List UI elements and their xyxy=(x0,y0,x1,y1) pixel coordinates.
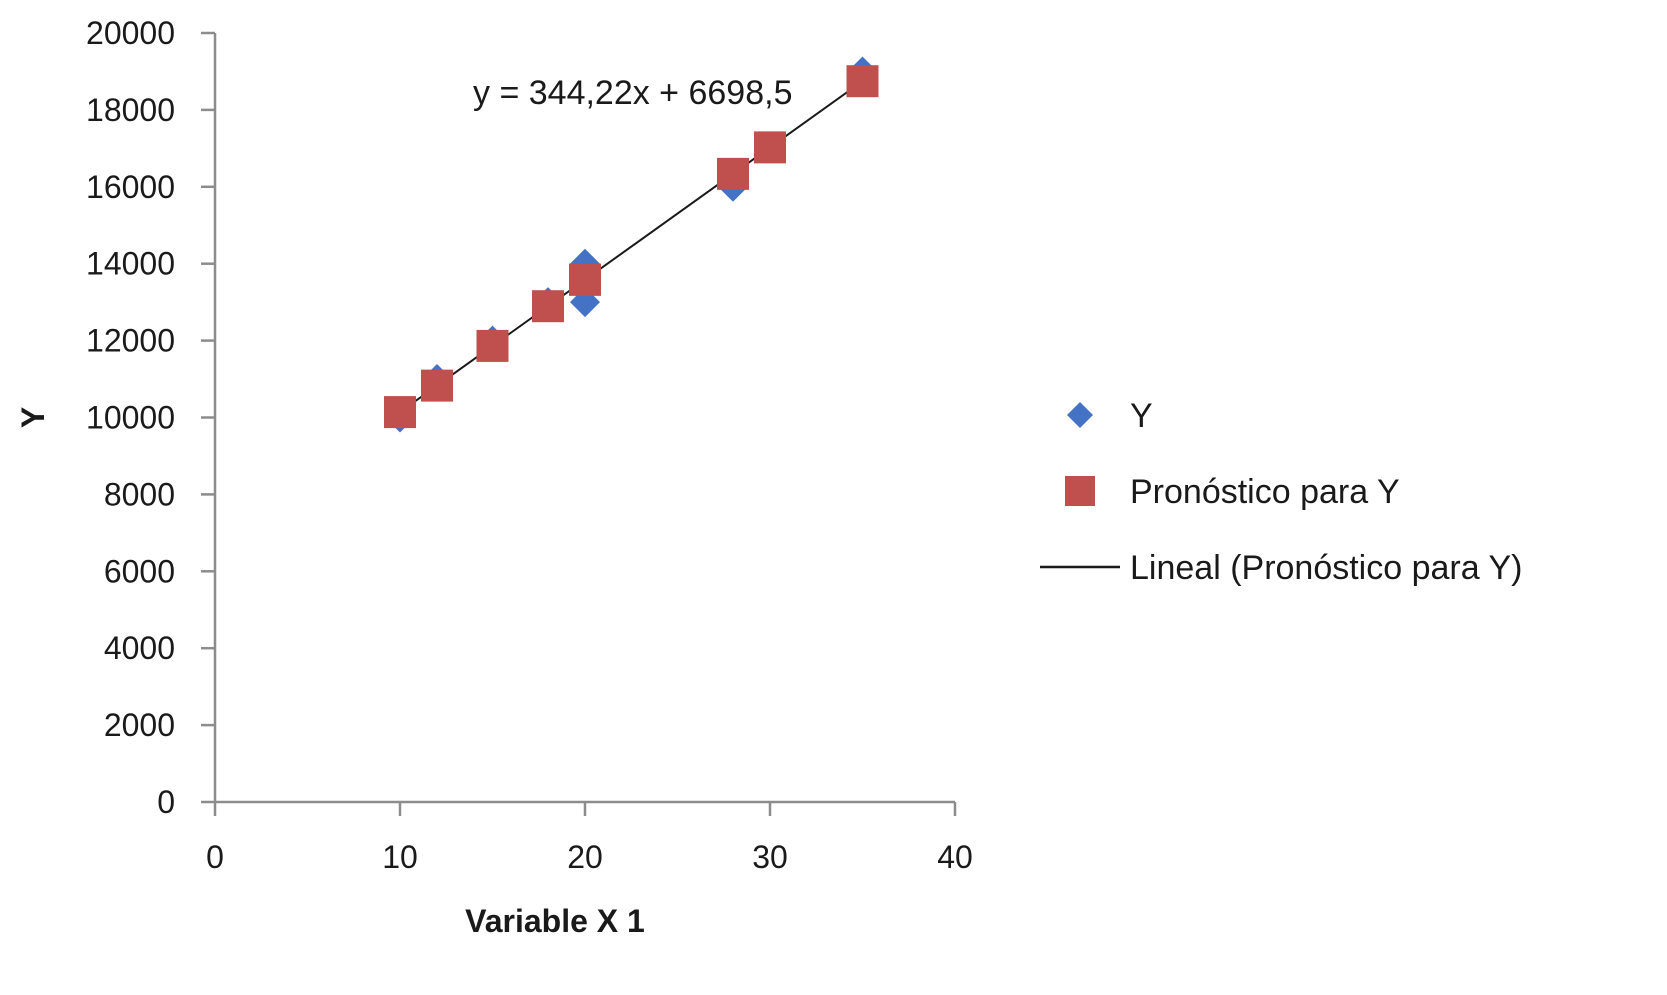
x-tick-label: 40 xyxy=(937,839,973,875)
y-axis-title: Y xyxy=(15,407,51,428)
data-point-square xyxy=(421,369,453,402)
x-tick-label: 20 xyxy=(567,839,603,875)
trendline-line xyxy=(399,80,864,413)
data-series xyxy=(384,56,879,433)
y-tick-label: 0 xyxy=(157,784,175,820)
data-point-square xyxy=(754,131,786,164)
trendline xyxy=(399,80,864,413)
y-tick-label: 10000 xyxy=(86,400,175,436)
legend-label: Y xyxy=(1130,397,1153,435)
series-diamond xyxy=(385,56,878,433)
y-tick-label: 12000 xyxy=(86,323,175,359)
trendline-equation: y = 344,22x + 6698,5 xyxy=(473,74,792,112)
y-tick-label: 16000 xyxy=(86,169,175,205)
data-point-square xyxy=(717,157,749,190)
data-point-square xyxy=(476,329,509,362)
legend-item: Y xyxy=(1067,397,1153,435)
legend: Y Pronóstico para Y Lineal (Pronóstico par… xyxy=(1040,397,1522,587)
data-point-square xyxy=(846,65,879,98)
legend-label: Lineal (Pronóstico para Y) xyxy=(1130,549,1522,587)
y-tick-label: 14000 xyxy=(86,246,175,282)
y-tick-label: 4000 xyxy=(104,630,175,666)
x-tick-label: 30 xyxy=(752,839,788,875)
x-tick-label: 10 xyxy=(382,839,418,875)
x-axis-title: Variable X 1 xyxy=(465,903,645,939)
y-tick-label: 6000 xyxy=(104,553,175,589)
legend-diamond-swatch xyxy=(1067,402,1093,428)
data-point-square xyxy=(569,263,601,296)
y-tick-label: 18000 xyxy=(86,92,175,128)
data-point-square xyxy=(384,396,416,429)
y-axis: 0 2000 4000 6000 8000 10000 12000 14000 16000 180… xyxy=(86,15,217,820)
legend-item: Pronóstico para Y xyxy=(1065,473,1400,511)
legend-item: Lineal (Pronóstico para Y) xyxy=(1040,549,1522,587)
x-axis: 0 10 20 30 40 xyxy=(206,800,973,875)
y-tick-label: 2000 xyxy=(104,707,175,743)
y-tick-label: 20000 xyxy=(86,15,175,51)
data-point-square xyxy=(532,290,564,323)
legend-label: Pronóstico para Y xyxy=(1130,473,1400,511)
x-tick-label: 0 xyxy=(206,839,224,875)
legend-square-swatch xyxy=(1065,476,1095,506)
y-tick-label: 8000 xyxy=(104,476,175,512)
series-square xyxy=(384,65,879,429)
